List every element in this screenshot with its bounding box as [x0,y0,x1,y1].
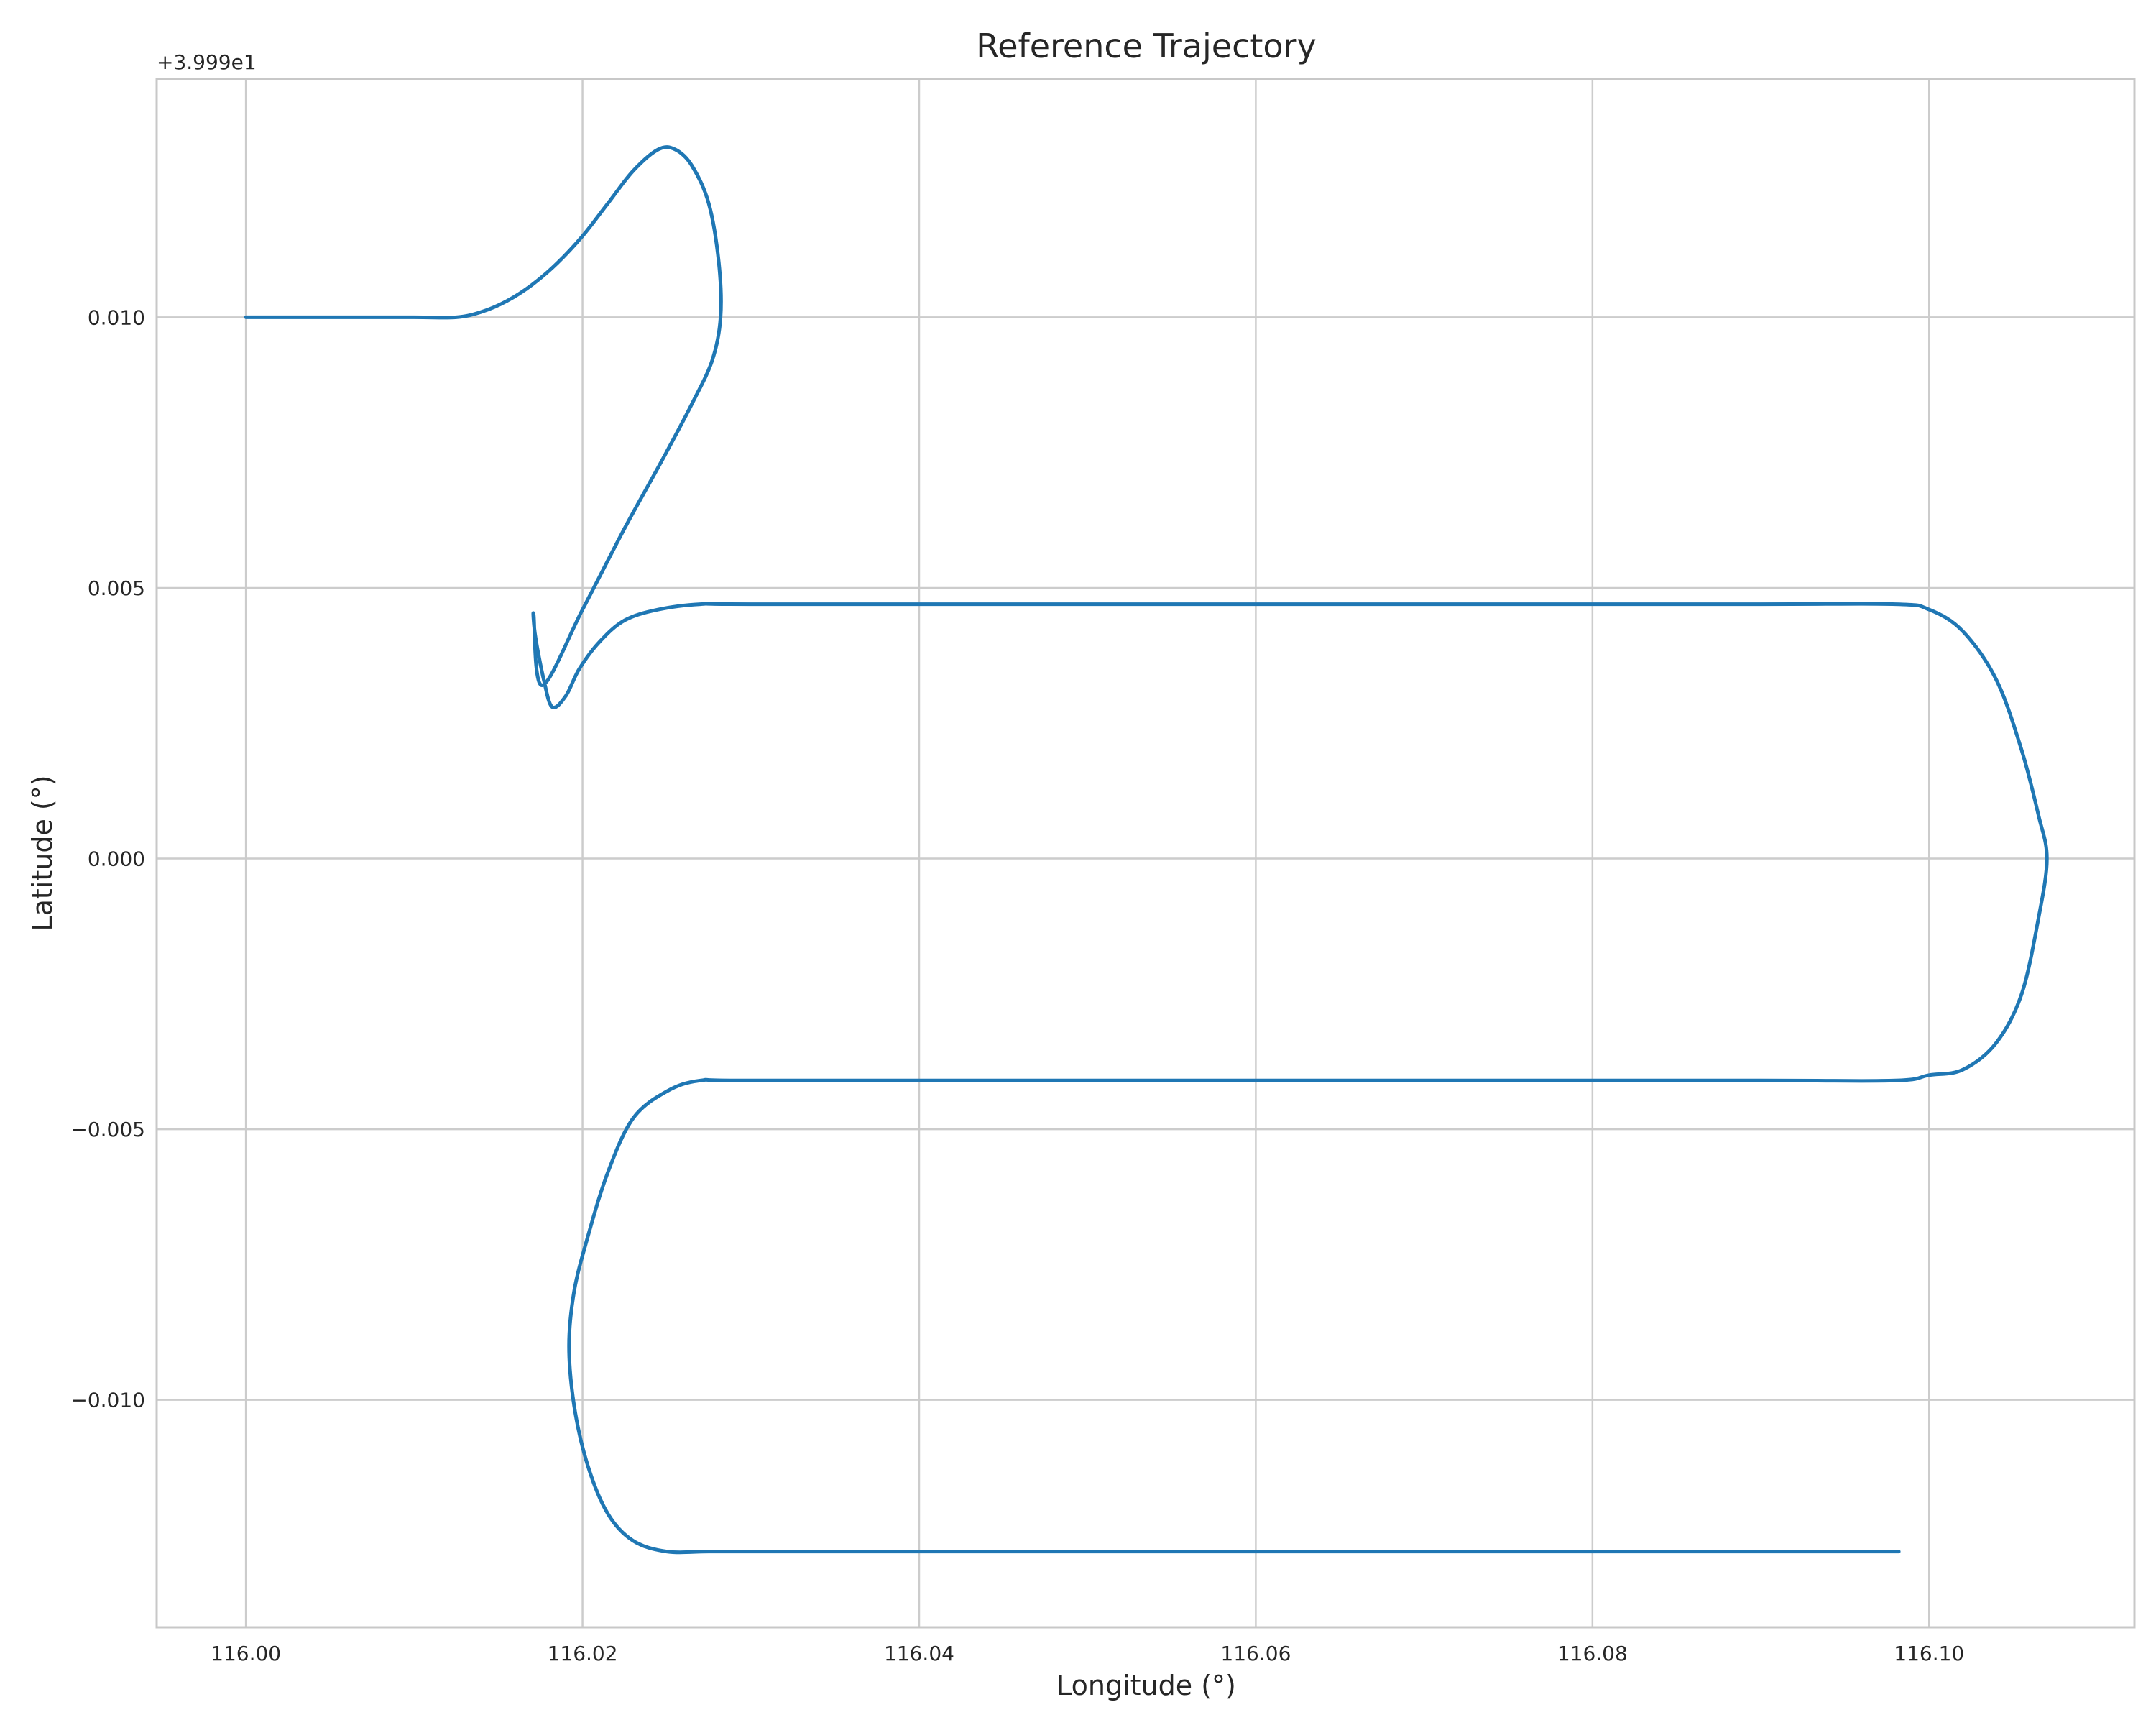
series-layer [244,145,2049,1555]
x-tick-label: 116.02 [548,1642,618,1665]
x-tick-label: 116.04 [884,1642,954,1665]
x-tick-label: 116.10 [1894,1642,1964,1665]
x-tick-label: 116.00 [211,1642,281,1665]
x-tick-label: 116.08 [1557,1642,1628,1665]
grid [157,79,2134,1627]
x-axis-ticks: 116.00 116.02 116.04 116.06 116.08 116.10 [211,1642,1964,1665]
y-tick-label: 0.005 [88,576,145,600]
y-tick-label: −0.005 [70,1118,145,1141]
y-tick-label: 0.010 [88,305,145,329]
chart-title: Reference Trajectory [976,27,1316,65]
y-axis-offset-label: +3.999e1 [157,50,257,74]
y-axis-ticks: 0.010 0.005 0.000 −0.005 −0.010 [70,305,145,1412]
trajectory-line [244,145,2049,1555]
x-tick-label: 116.06 [1220,1642,1291,1665]
y-axis-label: Latitude (°) [27,775,58,931]
y-tick-label: −0.010 [70,1389,145,1412]
y-tick-label: 0.000 [88,847,145,871]
plot-frame [155,78,2136,1629]
x-axis-label: Longitude (°) [1056,1670,1236,1701]
